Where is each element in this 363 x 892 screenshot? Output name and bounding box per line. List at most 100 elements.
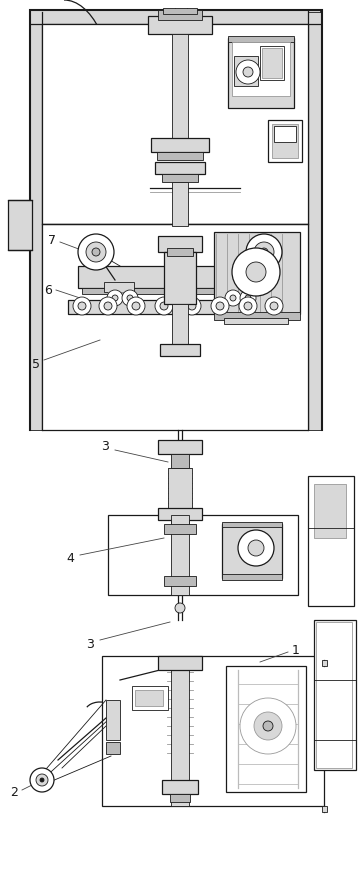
Bar: [222, 522, 282, 527]
Circle shape: [240, 698, 296, 754]
Bar: [170, 794, 190, 802]
Bar: [314, 484, 346, 538]
Circle shape: [240, 290, 256, 306]
Circle shape: [132, 302, 140, 310]
Bar: [168, 468, 192, 508]
Bar: [106, 742, 120, 754]
Bar: [151, 138, 209, 152]
Bar: [68, 300, 288, 314]
Bar: [135, 690, 163, 706]
Bar: [226, 292, 248, 300]
Bar: [172, 304, 188, 344]
Bar: [308, 476, 354, 606]
Bar: [222, 574, 282, 580]
Bar: [108, 515, 298, 595]
Bar: [104, 282, 134, 292]
Circle shape: [238, 530, 274, 566]
Bar: [268, 120, 302, 162]
Bar: [164, 524, 196, 534]
Bar: [232, 42, 290, 96]
Bar: [42, 24, 308, 224]
Circle shape: [107, 290, 123, 306]
Circle shape: [104, 302, 112, 310]
Circle shape: [232, 248, 280, 296]
Bar: [167, 248, 193, 256]
Bar: [316, 622, 352, 768]
Bar: [82, 288, 274, 294]
Bar: [322, 660, 327, 666]
Bar: [172, 182, 188, 226]
Bar: [222, 524, 282, 578]
Text: 5: 5: [32, 359, 40, 371]
Text: 3: 3: [86, 638, 94, 650]
Circle shape: [230, 295, 236, 301]
Bar: [222, 282, 252, 292]
Circle shape: [36, 774, 48, 786]
Circle shape: [265, 297, 283, 315]
Bar: [162, 780, 198, 794]
Text: 2: 2: [10, 786, 18, 798]
Bar: [226, 666, 306, 792]
Circle shape: [248, 540, 264, 556]
Circle shape: [155, 297, 173, 315]
Bar: [224, 318, 288, 324]
Circle shape: [30, 768, 54, 792]
Circle shape: [127, 295, 133, 301]
Circle shape: [160, 302, 168, 310]
Text: 4: 4: [66, 551, 74, 565]
Bar: [260, 46, 284, 80]
Bar: [322, 806, 327, 812]
Circle shape: [122, 290, 138, 306]
Circle shape: [245, 295, 251, 301]
Circle shape: [236, 60, 260, 84]
Bar: [228, 36, 294, 42]
Circle shape: [188, 302, 196, 310]
Bar: [164, 252, 196, 304]
Bar: [30, 12, 42, 430]
Circle shape: [175, 603, 185, 613]
Bar: [172, 34, 188, 144]
Circle shape: [99, 297, 117, 315]
Bar: [308, 12, 322, 430]
Circle shape: [78, 302, 86, 310]
Circle shape: [260, 248, 268, 256]
Bar: [158, 236, 202, 252]
Circle shape: [239, 297, 257, 315]
Bar: [158, 440, 202, 454]
Bar: [262, 48, 282, 78]
Bar: [171, 656, 189, 806]
Bar: [8, 200, 32, 250]
Circle shape: [243, 67, 253, 77]
Bar: [102, 656, 324, 806]
Bar: [30, 10, 320, 24]
Circle shape: [86, 242, 106, 262]
Circle shape: [216, 302, 224, 310]
Circle shape: [225, 290, 241, 306]
Circle shape: [211, 297, 229, 315]
Circle shape: [254, 242, 274, 262]
Bar: [164, 576, 196, 586]
Circle shape: [246, 262, 266, 282]
Text: 1: 1: [292, 643, 300, 657]
Circle shape: [263, 721, 273, 731]
Bar: [214, 232, 300, 314]
Bar: [272, 124, 298, 158]
Bar: [158, 656, 202, 670]
Text: 7: 7: [48, 234, 56, 246]
Bar: [171, 515, 189, 595]
Bar: [171, 454, 189, 468]
Text: 6: 6: [44, 284, 52, 296]
Bar: [106, 700, 120, 740]
Bar: [160, 344, 200, 356]
Bar: [157, 152, 203, 160]
Bar: [108, 292, 130, 300]
Circle shape: [127, 297, 145, 315]
Bar: [234, 56, 258, 86]
Bar: [171, 520, 189, 532]
Circle shape: [73, 297, 91, 315]
Circle shape: [40, 778, 44, 782]
Bar: [274, 126, 296, 142]
Bar: [163, 8, 197, 14]
Circle shape: [183, 297, 201, 315]
Text: 3: 3: [101, 441, 109, 453]
